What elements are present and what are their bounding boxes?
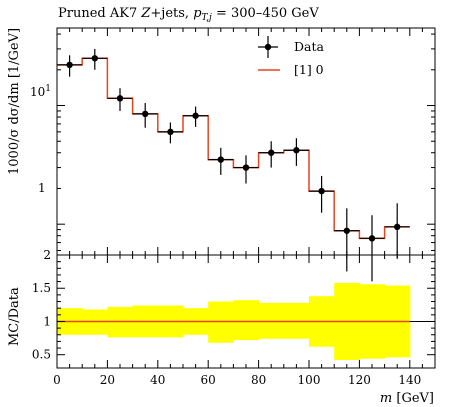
legend-data-label: Data: [294, 39, 324, 54]
data-marker: [369, 235, 375, 241]
data-point: [309, 176, 334, 213]
data-point: [107, 88, 132, 111]
data-marker: [66, 62, 72, 68]
data-point: [183, 107, 208, 127]
ratio-ytick-label: 2: [43, 248, 51, 262]
title-range: = 300–450 GeV: [212, 6, 319, 21]
xtick-label: 140: [398, 373, 421, 387]
main-panel: 101 1 1000/σ dσ/dm [1/GeV] Data [1] 0: [7, 28, 435, 281]
data-point: [284, 138, 309, 166]
ytick-label-1: 1: [38, 181, 46, 195]
data-marker: [243, 164, 249, 170]
mc-histogram: [57, 58, 410, 238]
legend-data-marker: [265, 44, 271, 50]
main-plot-frame: [57, 28, 435, 255]
legend: Data [1] 0: [258, 36, 324, 77]
data-marker: [394, 224, 400, 230]
data-point: [259, 141, 284, 167]
data-point: [233, 155, 258, 183]
ytick-label-10: 101: [30, 84, 51, 99]
data-marker: [192, 113, 198, 119]
data-marker: [218, 156, 224, 162]
xtick-label: 120: [348, 373, 371, 387]
data-point: [158, 122, 183, 143]
xtick-label: 80: [251, 373, 266, 387]
data-point: [133, 103, 158, 128]
data-marker: [92, 55, 98, 61]
title-jets: +jets,: [150, 6, 193, 21]
ratio-y-axis-label: MC/Data: [7, 287, 22, 346]
x-axis-label: m [GeV]: [380, 391, 434, 406]
ratio-panel: 0.5 1 1.5 2 0 20 40 60 80 100 120 140 MC/Data m [G…: [7, 248, 435, 406]
data-point: [57, 55, 82, 76]
main-y-axis-label: 1000/σ dσ/dm [1/GeV]: [7, 28, 22, 175]
mc-step-line: [57, 58, 410, 238]
band-bin: [233, 300, 259, 340]
legend-mc-label: [1] 0: [294, 62, 324, 77]
data-marker: [142, 111, 148, 117]
data-marker: [293, 147, 299, 153]
title-pt-sub: T,j: [202, 13, 213, 23]
xtick-label: 60: [201, 373, 216, 387]
data-point: [359, 215, 384, 281]
data-marker: [344, 228, 350, 234]
data-marker: [167, 129, 173, 135]
data-point: [208, 148, 233, 175]
xtick-label: 0: [53, 373, 61, 387]
main-y-ticks: [57, 34, 435, 250]
data-marker: [268, 150, 274, 156]
ratio-ytick-label: 1: [43, 314, 51, 328]
ratio-ytick-label: 0.5: [32, 348, 51, 362]
xtick-label: 20: [100, 373, 115, 387]
xtick-label: 100: [298, 373, 321, 387]
xtick-label: 40: [150, 373, 165, 387]
ratio-ytick-label: 1.5: [32, 281, 51, 295]
data-marker: [318, 188, 324, 194]
data-point: [334, 208, 359, 271]
title-prefix: Pruned AK7: [58, 6, 141, 21]
chart-title: Pruned AK7 Z+jets, pT,j = 300–450 GeV: [58, 6, 319, 23]
data-marker: [117, 95, 123, 101]
data-point: [82, 49, 107, 70]
main-x-ticks: [57, 28, 435, 255]
data-point: [385, 203, 410, 258]
